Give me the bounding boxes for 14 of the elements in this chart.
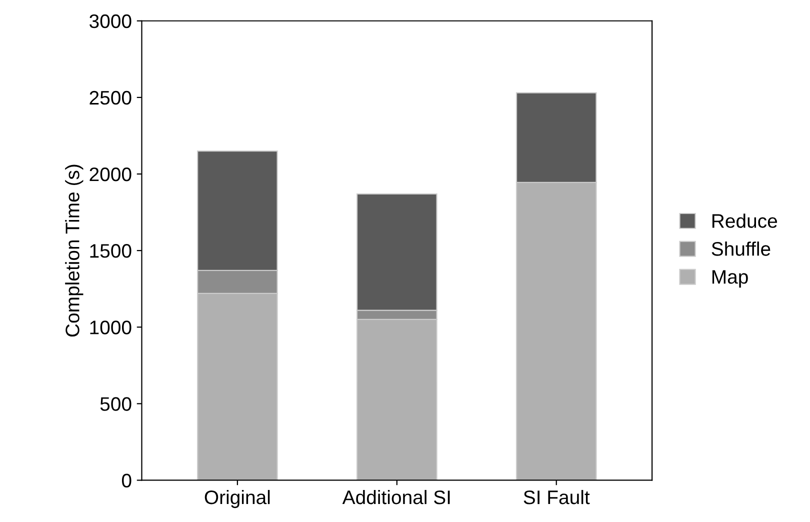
legend-label: Reduce xyxy=(712,214,778,228)
y-tick-label: 1000 xyxy=(90,320,132,334)
y-tick-label: 500 xyxy=(100,397,132,411)
legend-label: Map xyxy=(712,270,748,288)
y-tick-label: 2500 xyxy=(90,90,132,105)
legend-label: Shuffle xyxy=(712,242,770,256)
x-tick-label: Additional SI xyxy=(342,490,450,504)
y-tick-label: 2000 xyxy=(90,167,132,182)
y-tick-label: 3000 xyxy=(90,14,132,28)
y-tick-label: 0 xyxy=(122,474,132,488)
x-tick-label: SI Fault xyxy=(524,490,590,504)
y-tick-label: 1500 xyxy=(90,244,132,258)
x-tick-label: Original xyxy=(204,490,270,508)
y-axis-title: Completion Time (s) xyxy=(65,164,84,337)
